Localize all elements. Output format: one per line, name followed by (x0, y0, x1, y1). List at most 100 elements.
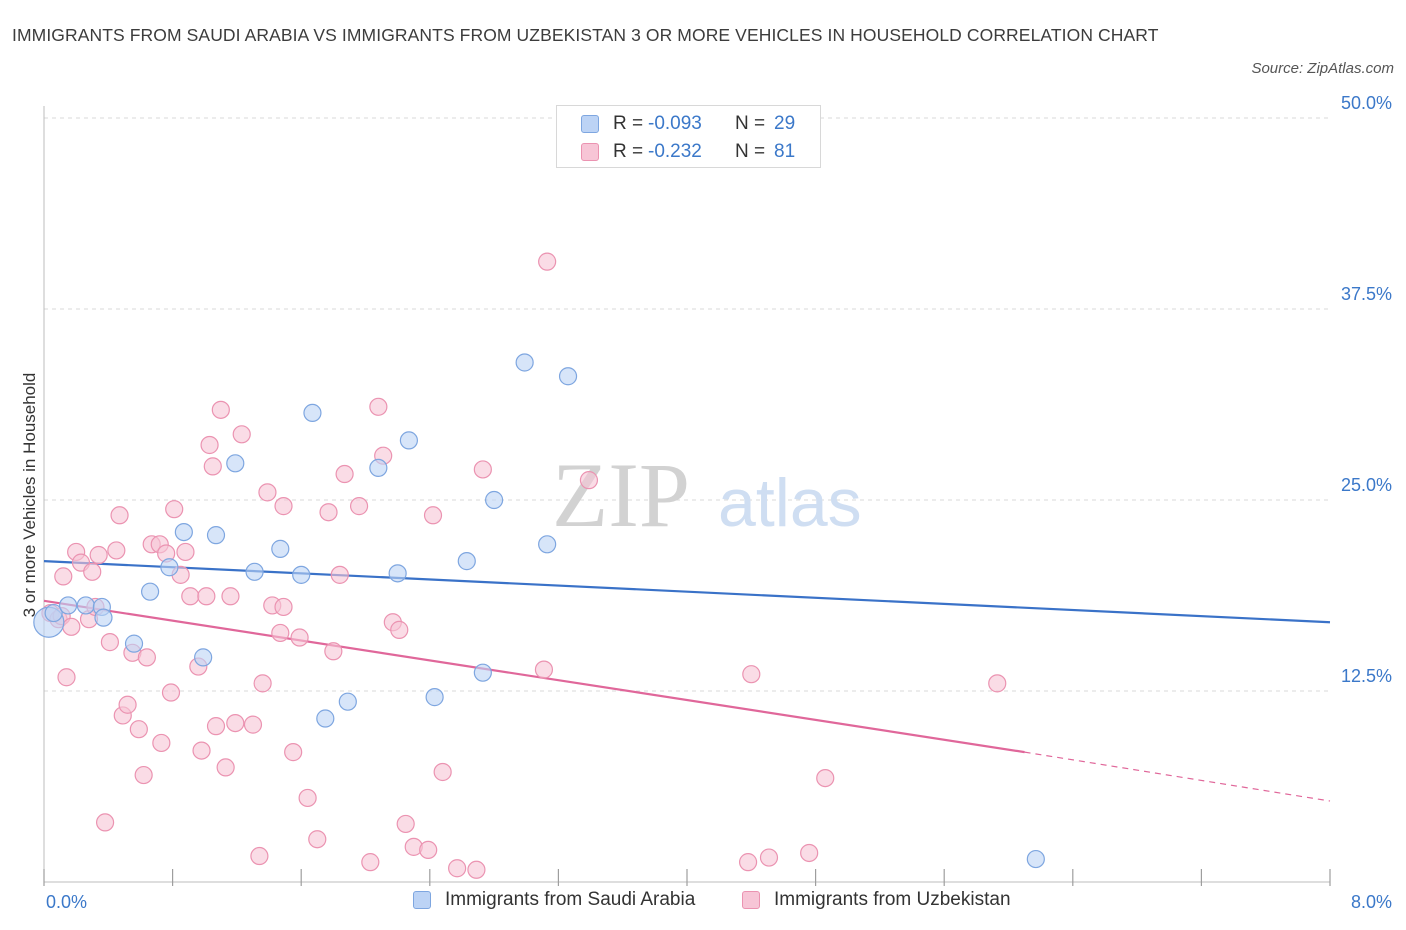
point-uzbekistan (324, 642, 343, 661)
point-uzbekistan (226, 713, 245, 733)
point-saudi-arabia (369, 458, 388, 478)
point-saudi-arabia (1026, 849, 1045, 869)
x-tick-label-max: 8.0% (1351, 892, 1392, 912)
point-saudi-arabia (206, 526, 226, 545)
point-uzbekistan (118, 695, 137, 714)
point-uzbekistan (448, 859, 467, 878)
point-uzbekistan (95, 813, 115, 832)
point-uzbekistan (579, 471, 599, 490)
point-uzbekistan (473, 460, 492, 479)
point-uzbekistan (54, 567, 73, 586)
point-uzbekistan (274, 597, 293, 617)
y-tick-label: 25.0% (1341, 475, 1392, 495)
point-saudi-arabia (124, 634, 144, 653)
point-uzbekistan (203, 457, 222, 476)
point-saudi-arabia (59, 596, 78, 615)
chart-title: IMMIGRANTS FROM SAUDI ARABIA VS IMMIGRAN… (12, 25, 1159, 45)
y-tick-label: 37.5% (1341, 284, 1392, 304)
point-saudi-arabia (44, 603, 63, 623)
point-uzbekistan (137, 648, 156, 667)
point-uzbekistan (742, 665, 761, 684)
point-uzbekistan (192, 741, 211, 760)
point-uzbekistan (181, 587, 200, 606)
point-uzbekistan (197, 587, 216, 606)
point-uzbekistan (290, 628, 309, 647)
trendline-uzbekistan-extension (1024, 751, 1331, 802)
point-uzbekistan (274, 497, 293, 516)
point-saudi-arabia (473, 663, 492, 682)
point-uzbekistan (534, 660, 554, 679)
point-saudi-arabia (226, 454, 245, 473)
point-uzbekistan (161, 683, 181, 702)
point-uzbekistan (152, 733, 171, 753)
bottom-legend-swatch-pink (742, 891, 760, 909)
point-uzbekistan (200, 435, 219, 455)
point-uzbekistan (232, 425, 251, 444)
point-uzbekistan (467, 860, 486, 879)
point-uzbekistan (221, 587, 240, 606)
point-uzbekistan (258, 483, 277, 502)
point-saudi-arabia (316, 709, 335, 728)
point-uzbekistan (369, 397, 388, 416)
point-saudi-arabia (271, 539, 290, 558)
point-uzbekistan (335, 464, 354, 484)
point-uzbekistan (134, 765, 153, 785)
watermark: ZIP atlas (552, 444, 862, 546)
point-saudi-arabia (194, 648, 213, 667)
point-saudi-arabia (457, 552, 476, 571)
point-uzbekistan (308, 830, 327, 849)
legend-n-value: 81 (774, 141, 796, 162)
point-uzbekistan (396, 814, 415, 834)
axis-labels: 12.5% 25.0% 37.5% 50.0% 0.0% 8.0% 3 or more Ve… (20, 93, 1392, 912)
watermark-zip: ZIP (552, 444, 690, 546)
legend-r-value: -0.232 (648, 141, 702, 162)
point-saudi-arabia (399, 431, 419, 450)
point-saudi-arabia (160, 558, 179, 577)
legend-n-value: 29 (774, 113, 796, 134)
point-saudi-arabia (140, 582, 160, 601)
point-uzbekistan (83, 562, 102, 581)
point-saudi-arabia (485, 490, 504, 510)
point-saudi-arabia (388, 564, 407, 583)
point-uzbekistan (433, 762, 452, 782)
point-saudi-arabia (174, 522, 193, 542)
point-uzbekistan (176, 542, 195, 562)
point-uzbekistan (243, 715, 263, 734)
point-uzbekistan (319, 503, 338, 522)
point-uzbekistan (100, 633, 120, 652)
legend-n-label: N = (735, 141, 766, 162)
point-uzbekistan (349, 497, 369, 516)
point-saudi-arabia (303, 403, 322, 423)
point-uzbekistan (390, 620, 409, 639)
legend-r-label: R = (613, 141, 644, 162)
point-uzbekistan (110, 506, 129, 525)
point-uzbekistan (816, 768, 835, 788)
x-tick-label-min: 0.0% (46, 892, 87, 912)
y-tick-label: 50.0% (1341, 93, 1392, 113)
point-saudi-arabia (94, 608, 113, 627)
point-uzbekistan (361, 853, 380, 872)
bottom-legend-label: Immigrants from Saudi Arabia (445, 889, 696, 910)
point-uzbekistan (419, 840, 438, 860)
point-uzbekistan (800, 843, 819, 863)
point-uzbekistan (271, 623, 290, 643)
point-uzbekistan (206, 717, 226, 736)
point-saudi-arabia (425, 688, 444, 707)
point-saudi-arabia (292, 565, 311, 584)
point-saudi-arabia (558, 367, 578, 386)
point-uzbekistan (988, 674, 1007, 693)
point-uzbekistan (253, 674, 272, 693)
legend-swatch-blue (581, 115, 599, 133)
point-uzbekistan (738, 853, 758, 872)
point-saudi-arabia (538, 535, 557, 554)
point-uzbekistan (62, 617, 81, 636)
source-label: Source: ZipAtlas.com (1251, 60, 1394, 77)
point-saudi-arabia (515, 353, 534, 372)
watermark-atlas: atlas (718, 465, 862, 541)
point-uzbekistan (129, 720, 148, 739)
point-uzbekistan (759, 848, 779, 867)
point-uzbekistan (538, 252, 557, 271)
data-points (33, 252, 1045, 879)
point-saudi-arabia (338, 692, 357, 711)
